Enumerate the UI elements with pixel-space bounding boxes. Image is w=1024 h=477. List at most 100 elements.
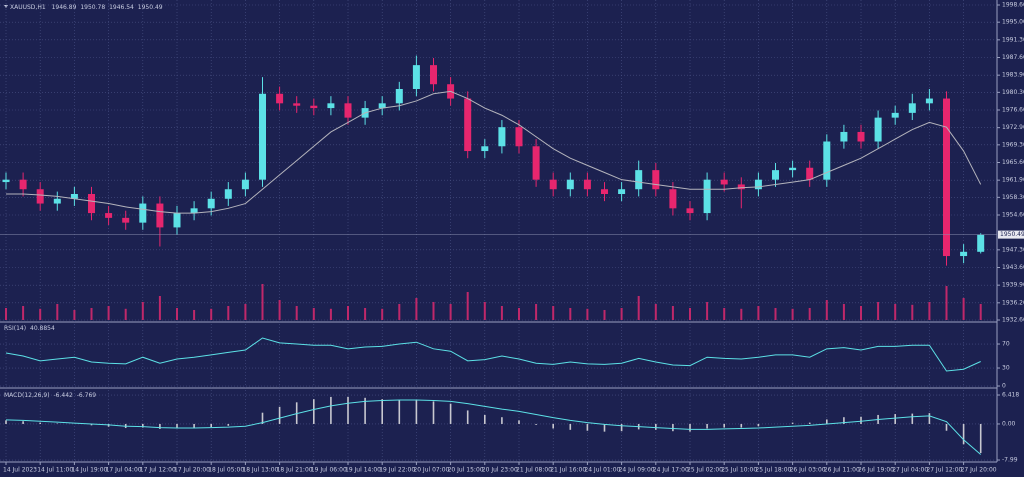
moving-average xyxy=(6,90,982,214)
macd-bar xyxy=(142,423,144,428)
volume-bar xyxy=(90,308,93,320)
macd-bar xyxy=(740,423,743,428)
volume-bar xyxy=(329,308,332,320)
y-tick-label: 1939.90 xyxy=(1002,282,1024,289)
rsi-header: RSI(14) 40.8854 xyxy=(4,325,55,332)
x-tick-label: 19 Jul 14:00 xyxy=(345,467,381,474)
y-tick-label: 0 xyxy=(1002,383,1006,390)
y-tick-label: 30 xyxy=(1002,365,1010,372)
macd-bar xyxy=(808,422,811,424)
y-tick-label: 1998.60 xyxy=(1002,2,1024,9)
macd-bar xyxy=(518,420,520,424)
y-tick-label: 1954.60 xyxy=(1002,212,1024,219)
candle-body xyxy=(207,198,215,209)
macd-bar xyxy=(381,399,383,424)
volume-bar xyxy=(210,308,213,320)
candle-body xyxy=(874,117,882,142)
candle-body xyxy=(156,203,164,228)
price-box xyxy=(998,230,1024,239)
x-tick-label: 24 Jul 01:00 xyxy=(584,467,620,474)
y-tick-label: -7.99 xyxy=(1002,457,1018,464)
macd-bar xyxy=(620,423,623,432)
volume-bar xyxy=(723,308,726,320)
y-tick-label: 70 xyxy=(1002,341,1010,348)
candle-body xyxy=(190,208,198,214)
macd-title: MACD(12,26,9) xyxy=(4,392,50,399)
x-tick-label: 25 Jul 02:00 xyxy=(687,467,723,474)
high: 1950.78 xyxy=(80,4,105,11)
volume-bar xyxy=(552,306,555,320)
x-tick-label: 20 Jul 07:00 xyxy=(413,467,449,474)
x-tick-label: 27 Jul 12:00 xyxy=(926,467,962,474)
candle-body xyxy=(583,179,591,190)
candle-body xyxy=(464,98,472,152)
volume-bar xyxy=(483,302,486,320)
volume-bar xyxy=(671,306,674,320)
candle-body xyxy=(224,189,232,199)
x-tick-label: 25 Jul 18:00 xyxy=(755,467,791,474)
x-tick-label: 18 Jul 05:00 xyxy=(208,467,244,474)
candle-body xyxy=(566,179,574,190)
y-tick-label: 1965.60 xyxy=(1002,159,1024,166)
volume-bar xyxy=(535,304,538,320)
volume-bar xyxy=(654,304,657,320)
candle-body xyxy=(823,141,831,180)
candle-body xyxy=(327,103,335,109)
x-tick-label: 21 Jul 16:00 xyxy=(550,467,586,474)
y-tick-label: 1932.60 xyxy=(1002,317,1024,324)
candle-body xyxy=(977,234,985,252)
macd-bar xyxy=(398,400,401,424)
y-tick-label: 1995.00 xyxy=(1002,19,1024,26)
x-tick-label: 27 Jul 20:00 xyxy=(961,467,997,474)
macd-bar xyxy=(501,417,503,424)
macd-bar xyxy=(432,401,435,424)
candle-body xyxy=(943,98,950,257)
macd-value: -6.442 xyxy=(54,392,74,399)
volume-bar xyxy=(261,284,264,320)
candle-body xyxy=(53,198,61,204)
macd-bar xyxy=(569,423,572,430)
x-tick-label: 19 Jul 22:00 xyxy=(379,467,415,474)
macd-bar xyxy=(552,423,554,429)
volume-bar xyxy=(518,308,520,320)
signal-line xyxy=(5,399,982,455)
macd-bar xyxy=(603,423,606,432)
candle-body xyxy=(241,179,249,190)
y-tick-label: 1936.20 xyxy=(1002,299,1024,306)
y-tick-label: 6.418 xyxy=(1002,392,1019,399)
candle-body xyxy=(891,112,899,118)
volume-bar xyxy=(928,302,931,320)
volume-bar xyxy=(432,302,435,320)
candle-body xyxy=(139,203,147,223)
y-tick-label: 1961.90 xyxy=(1002,177,1024,184)
x-tick-label: 14 Jul 11:00 xyxy=(37,467,73,474)
x-tick-label: 14 Jul 19:00 xyxy=(71,467,107,474)
candle-body xyxy=(88,194,95,214)
macd-bar xyxy=(484,414,486,424)
macd-bar xyxy=(860,416,862,424)
volume-bar xyxy=(244,304,247,320)
candle-body xyxy=(789,167,797,171)
y-tick-label: 1969.30 xyxy=(1002,141,1024,148)
candle-body xyxy=(549,179,557,190)
volume-bar xyxy=(278,300,281,320)
volume-bar xyxy=(158,296,161,320)
candle-body xyxy=(70,194,78,199)
volume-bar xyxy=(620,308,623,320)
volume-bar xyxy=(911,304,914,320)
macd-bar xyxy=(791,422,794,424)
close: 1950.49 xyxy=(138,4,163,11)
macd-bar xyxy=(672,423,674,432)
macd-bar xyxy=(689,423,691,432)
volume-bar xyxy=(124,308,127,320)
candle-body xyxy=(737,184,745,190)
candle-body xyxy=(2,179,10,183)
volume-bar xyxy=(706,302,709,320)
rsi-title: RSI(14) xyxy=(4,325,26,332)
candle-body xyxy=(652,170,660,190)
candle-body xyxy=(293,103,301,106)
volume-bar xyxy=(962,298,965,320)
x-tick-label: 14 Jul 2023 xyxy=(3,467,37,474)
volume-bar xyxy=(774,308,777,320)
